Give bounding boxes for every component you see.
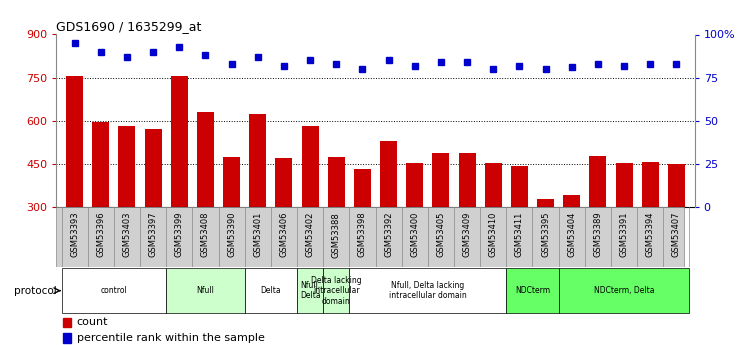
Bar [349,268,506,313]
Bar [559,268,689,313]
Text: count: count [77,317,108,327]
Text: GSM53404: GSM53404 [567,212,576,257]
Text: GSM53402: GSM53402 [306,212,315,257]
Text: protocol: protocol [14,286,57,296]
Text: GSM53397: GSM53397 [149,212,158,257]
Bar [302,127,318,293]
Text: GSM53405: GSM53405 [436,212,445,257]
Text: GSM53399: GSM53399 [175,212,184,257]
Text: NDCterm: NDCterm [515,286,550,295]
Bar [380,141,397,293]
Bar [245,268,297,313]
Text: GSM53403: GSM53403 [122,212,131,257]
Text: GSM53391: GSM53391 [620,212,629,257]
Bar [354,169,371,293]
Bar [433,153,449,293]
Bar [511,166,528,293]
Bar [92,121,110,293]
Bar [249,115,267,293]
Bar [506,268,559,313]
Bar [62,268,166,313]
Text: Delta: Delta [261,286,281,295]
Bar [616,163,632,293]
Bar [668,164,685,293]
Bar [145,129,161,293]
Bar [170,76,188,293]
Text: GSM53395: GSM53395 [541,212,550,257]
Text: GSM53392: GSM53392 [384,212,393,257]
Bar [323,268,349,313]
Text: GSM53409: GSM53409 [463,212,472,257]
Bar [641,162,659,293]
Text: GSM53389: GSM53389 [593,212,602,257]
Bar [590,156,606,293]
Text: Nfull: Nfull [197,286,214,295]
Bar [297,268,323,313]
Bar [406,163,424,293]
Text: Delta lacking
intracellular
domain: Delta lacking intracellular domain [311,276,361,306]
Bar [62,318,71,327]
Bar [537,199,554,293]
Text: GSM53411: GSM53411 [515,212,524,257]
Text: GSM53398: GSM53398 [358,212,367,257]
Text: GSM53388: GSM53388 [332,212,341,258]
Bar [484,163,502,293]
Bar [119,126,135,293]
Text: GSM53393: GSM53393 [70,212,79,257]
Text: GSM53390: GSM53390 [227,212,236,257]
Text: percentile rank within the sample: percentile rank within the sample [77,333,264,343]
Text: GSM53401: GSM53401 [253,212,262,257]
Bar [66,76,83,293]
Text: GSM53394: GSM53394 [646,212,655,257]
Bar [197,112,214,293]
Text: GSM53410: GSM53410 [489,212,498,257]
Text: Nfull,
Delta: Nfull, Delta [300,281,321,300]
Text: GSM53396: GSM53396 [96,212,105,257]
Text: GDS1690 / 1635299_at: GDS1690 / 1635299_at [56,20,202,33]
Bar [459,153,475,293]
Text: control: control [101,286,127,295]
Text: GSM53406: GSM53406 [279,212,288,257]
Text: Nfull, Delta lacking
intracellular domain: Nfull, Delta lacking intracellular domai… [389,281,466,300]
Text: GSM53408: GSM53408 [201,212,210,257]
Bar [276,158,292,293]
Bar [62,333,71,343]
Text: GSM53400: GSM53400 [410,212,419,257]
Bar [327,157,345,293]
Bar [563,195,581,293]
Text: NDCterm, Delta: NDCterm, Delta [594,286,654,295]
Bar [166,268,245,313]
Bar [223,157,240,293]
Text: GSM53407: GSM53407 [672,212,681,257]
